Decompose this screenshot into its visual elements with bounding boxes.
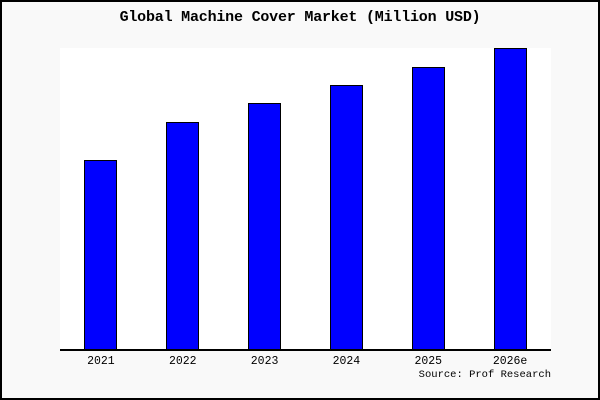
plot-area xyxy=(60,48,551,351)
x-tick-label-2023: 2023 xyxy=(250,355,279,368)
bar-2022 xyxy=(166,122,200,349)
x-tick-label-2026e: 2026e xyxy=(492,355,528,368)
x-tick-label-2024: 2024 xyxy=(332,355,361,368)
bar-2021 xyxy=(84,160,118,349)
bar-2024 xyxy=(329,85,363,349)
bar-2026e xyxy=(493,48,527,349)
x-tick-label-2021: 2021 xyxy=(87,355,115,368)
bar-2023 xyxy=(248,103,282,349)
source-credit: Source: Prof Research xyxy=(418,369,551,381)
chart-title: Global Machine Cover Market (Million USD… xyxy=(119,9,481,26)
x-tick-label-2022: 2022 xyxy=(168,355,197,368)
x-tick-label-2025: 2025 xyxy=(414,355,443,368)
bar-2025 xyxy=(411,67,445,349)
